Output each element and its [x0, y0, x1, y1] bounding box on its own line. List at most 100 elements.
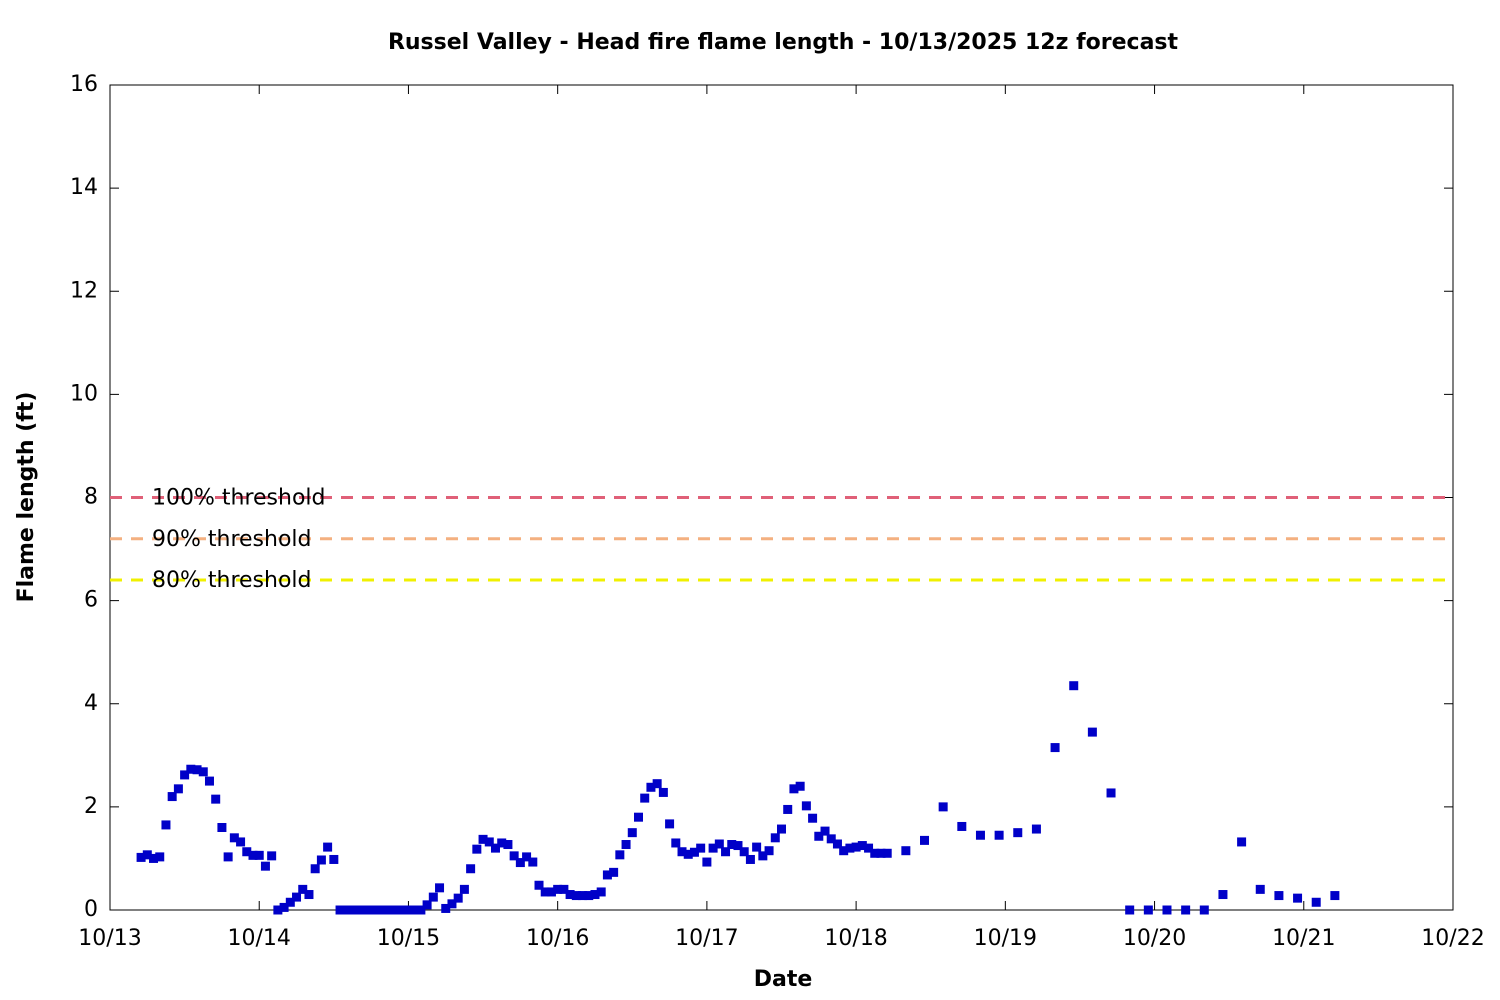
point [752, 842, 762, 852]
point [975, 830, 985, 840]
point [403, 905, 413, 915]
chart-title: Russel Valley - Head fire flame length -… [388, 30, 1179, 55]
point [391, 905, 401, 915]
point [1031, 824, 1041, 834]
point [416, 905, 426, 915]
point [546, 887, 556, 897]
point [260, 861, 270, 871]
point [180, 770, 190, 780]
x-tick-label: 10/21 [1272, 926, 1335, 951]
point [316, 855, 326, 865]
point [571, 891, 581, 901]
point [1181, 905, 1191, 915]
point [204, 776, 214, 786]
point [447, 899, 457, 909]
point [466, 864, 476, 874]
point [509, 851, 519, 861]
point [155, 852, 165, 862]
point [652, 779, 662, 789]
point [901, 846, 911, 856]
point [590, 890, 600, 900]
point [1069, 681, 1079, 691]
point [1125, 905, 1135, 915]
point [820, 826, 830, 836]
point [714, 839, 724, 849]
point [814, 831, 824, 841]
point [279, 902, 289, 912]
point [211, 794, 221, 804]
y-tick-label: 12 [70, 278, 98, 303]
point [621, 840, 631, 850]
point [733, 841, 743, 851]
point [584, 891, 594, 901]
point [329, 854, 339, 864]
point [826, 834, 836, 844]
point [192, 765, 202, 775]
point [938, 802, 948, 812]
point [789, 784, 799, 794]
y-axis-title: Flame length (ft) [14, 392, 39, 603]
x-tick-label: 10/17 [675, 926, 738, 951]
point [1218, 890, 1228, 900]
point [633, 812, 643, 822]
point [832, 839, 842, 849]
point [217, 823, 227, 832]
x-tick-label: 10/16 [526, 926, 589, 951]
y-tick-label: 10 [70, 381, 98, 406]
point [186, 764, 196, 774]
point [149, 853, 159, 863]
point [876, 848, 886, 858]
point [640, 793, 650, 803]
point [428, 892, 438, 902]
x-tick-label: 10/19 [974, 926, 1037, 951]
point [801, 801, 811, 811]
point [957, 821, 967, 831]
x-tick-label: 10/20 [1123, 926, 1186, 951]
point [267, 851, 277, 861]
point [379, 905, 389, 915]
point [490, 843, 500, 853]
point [596, 887, 606, 897]
x-tick-label: 10/13 [78, 926, 141, 951]
y-tick-label: 0 [84, 897, 98, 922]
point [540, 887, 550, 897]
point [292, 892, 302, 902]
point [615, 850, 625, 860]
x-tick-label: 10/18 [824, 926, 887, 951]
point [273, 905, 283, 915]
point [721, 847, 731, 857]
y-tick-label: 6 [84, 588, 98, 613]
point [658, 787, 668, 797]
point [920, 835, 930, 845]
point [397, 905, 407, 915]
point [851, 842, 861, 852]
point [335, 905, 345, 915]
point [310, 864, 320, 874]
point [497, 838, 507, 848]
point [161, 820, 171, 830]
point [857, 841, 867, 851]
point [478, 834, 488, 844]
point [602, 870, 612, 880]
point [484, 837, 494, 847]
point [173, 784, 183, 794]
point [360, 905, 370, 915]
point [1106, 788, 1116, 798]
point [758, 851, 768, 861]
point [528, 857, 538, 867]
point [739, 847, 749, 857]
x-tick-label: 10/15 [377, 926, 440, 951]
point [1162, 905, 1172, 915]
point [354, 905, 364, 915]
point [198, 767, 208, 777]
point [689, 847, 699, 857]
x-axis-title: Date [754, 967, 813, 992]
y-tick-label: 4 [84, 691, 98, 716]
point [671, 838, 681, 848]
point [646, 782, 656, 792]
point [696, 843, 706, 853]
y-tick-label: 8 [84, 485, 98, 510]
point [808, 813, 818, 823]
point [441, 903, 451, 913]
point [783, 804, 793, 814]
